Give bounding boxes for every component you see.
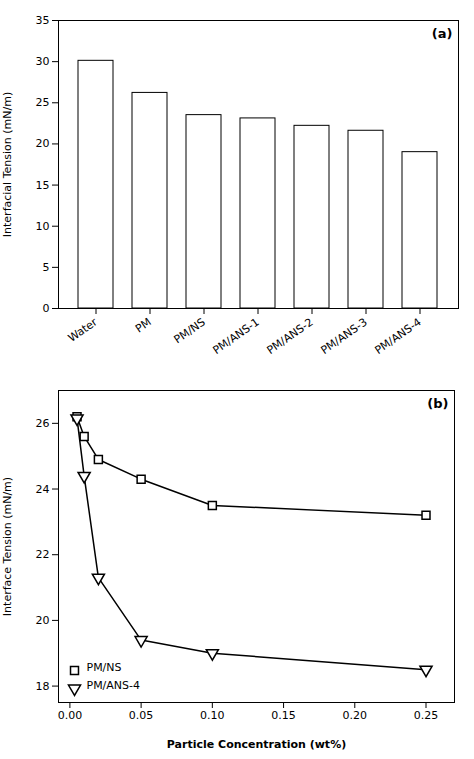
svg-text:22: 22	[36, 548, 50, 561]
svg-text:Particle Concentration (wt%): Particle Concentration (wt%)	[167, 738, 346, 751]
svg-text:5: 5	[43, 261, 50, 274]
svg-text:18: 18	[36, 680, 50, 693]
svg-text:Interfacial Tension (mN/m): Interfacial Tension (mN/m)	[1, 92, 14, 237]
svg-text:20: 20	[36, 137, 50, 150]
svg-text:0.20: 0.20	[343, 709, 368, 722]
svg-text:0: 0	[43, 302, 50, 315]
svg-text:26: 26	[36, 417, 50, 430]
svg-text:0.25: 0.25	[414, 709, 439, 722]
svg-text:PM/ANS-4: PM/ANS-4	[372, 315, 423, 356]
svg-text:PM/ANS-3: PM/ANS-3	[318, 315, 369, 356]
svg-text:15: 15	[36, 179, 50, 192]
svg-text:20: 20	[36, 614, 50, 627]
svg-text:PM/ANS-2: PM/ANS-2	[264, 315, 315, 356]
svg-text:PM/NS: PM/NS	[87, 661, 122, 674]
svg-text:Water: Water	[66, 315, 100, 345]
svg-text:30: 30	[36, 55, 50, 68]
svg-text:0.15: 0.15	[271, 709, 296, 722]
svg-text:PM/ANS-1: PM/ANS-1	[210, 315, 261, 356]
svg-text:10: 10	[36, 220, 50, 233]
svg-text:(b): (b)	[427, 396, 448, 411]
svg-text:Interface Tension (mN/m): Interface Tension (mN/m)	[1, 477, 14, 616]
svg-text:PM/ANS-4: PM/ANS-4	[87, 679, 141, 692]
svg-text:24: 24	[36, 483, 50, 496]
svg-text:PM: PM	[133, 315, 154, 335]
svg-text:0.05: 0.05	[129, 709, 154, 722]
svg-text:0.00: 0.00	[58, 709, 83, 722]
svg-text:25: 25	[36, 96, 50, 109]
svg-text:PM/NS: PM/NS	[172, 315, 208, 346]
svg-text:0.10: 0.10	[200, 709, 225, 722]
svg-text:35: 35	[36, 14, 50, 27]
svg-text:(a): (a)	[432, 26, 453, 41]
